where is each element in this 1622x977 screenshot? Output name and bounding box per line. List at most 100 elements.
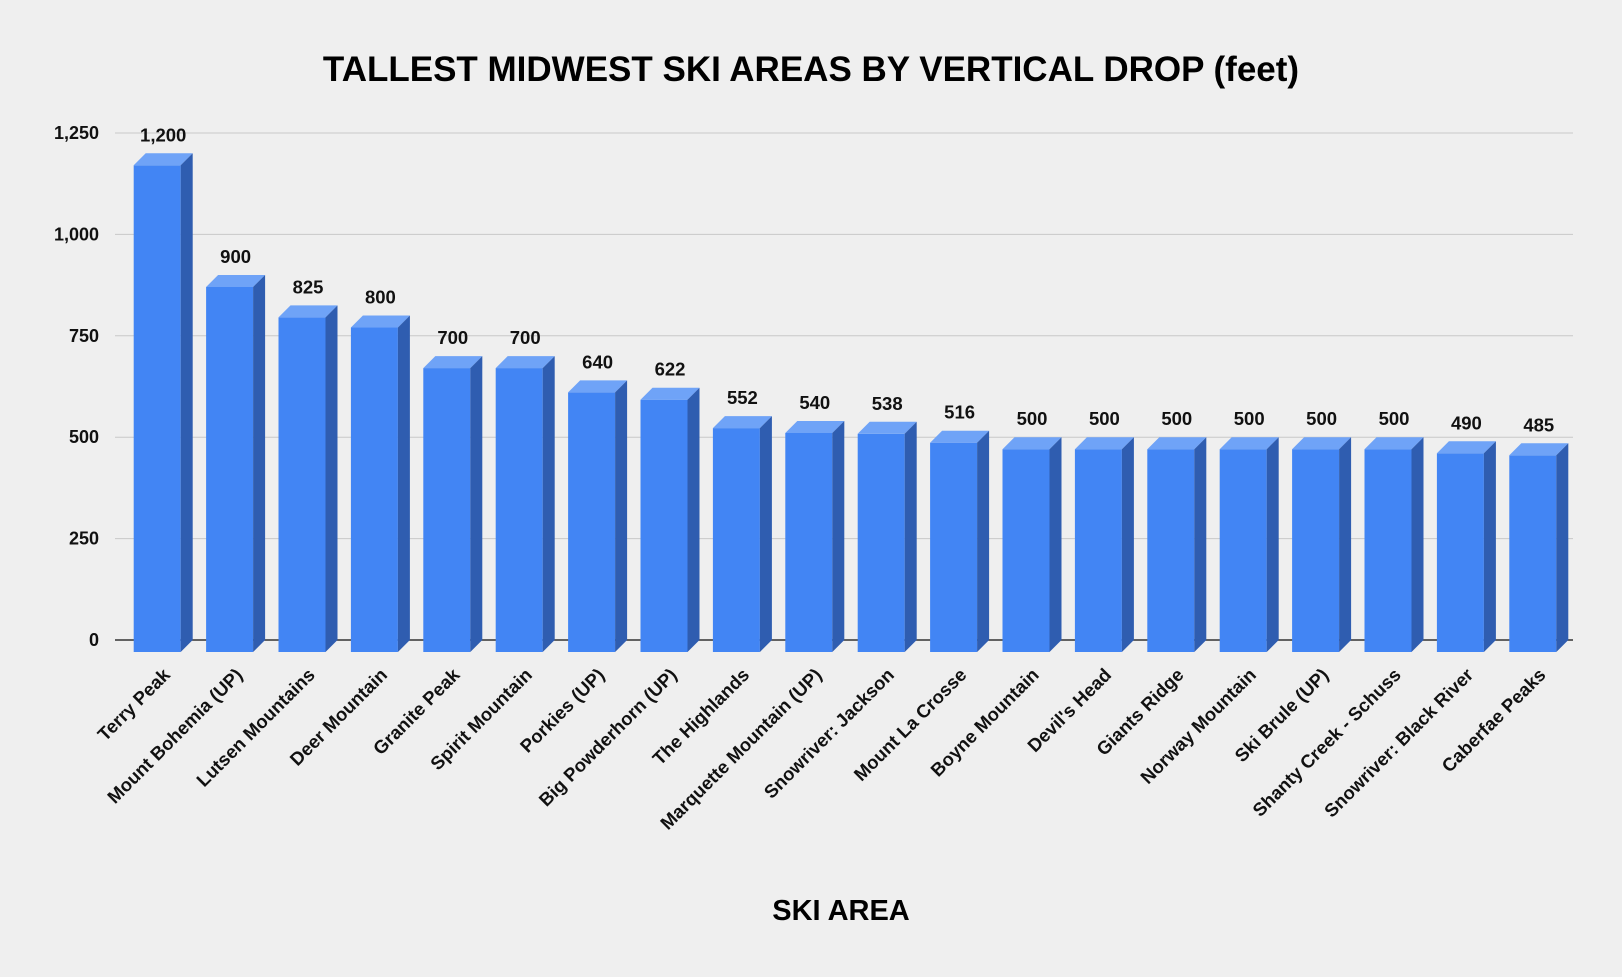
data-label: 900: [220, 246, 251, 267]
bar-side: [1556, 443, 1569, 652]
bar-top: [1074, 437, 1134, 450]
data-label: 622: [655, 359, 686, 380]
x-tick-label: Shanty Creek - Schuss: [1248, 664, 1405, 821]
bar: [423, 356, 483, 652]
chart-title: TALLEST MIDWEST SKI AREAS BY VERTICAL DR…: [323, 50, 1299, 89]
bar-side: [687, 387, 700, 652]
bar-front: [857, 433, 905, 652]
bar-front: [423, 368, 471, 652]
data-label: 800: [365, 287, 396, 308]
bar: [857, 421, 917, 652]
bar-front: [1436, 453, 1484, 652]
bar-side: [542, 356, 555, 652]
data-label: 500: [1089, 408, 1120, 429]
bar-front: [278, 317, 326, 652]
bar-side: [1049, 437, 1062, 652]
bar-top: [495, 356, 555, 369]
bar-side: [904, 421, 917, 652]
bar-front: [206, 286, 254, 652]
bar-top: [1509, 443, 1569, 456]
y-tick-label: 0: [89, 630, 99, 650]
bar-side: [397, 315, 410, 652]
bar-front: [1074, 449, 1122, 652]
bar: [350, 315, 410, 652]
bar-top: [640, 387, 700, 400]
bar: [1219, 437, 1279, 652]
bar-front: [1002, 449, 1050, 652]
bar: [1364, 437, 1424, 652]
bar-front: [495, 368, 543, 652]
bar-top: [1147, 437, 1207, 450]
bar-top: [423, 356, 483, 369]
bar-top: [712, 416, 772, 429]
y-tick-label: 500: [69, 427, 99, 447]
data-label: 1,200: [140, 124, 186, 145]
bar-front: [930, 442, 978, 652]
y-tick-label: 1,000: [54, 224, 99, 244]
bar-side: [180, 153, 193, 652]
data-label: 552: [727, 387, 758, 408]
data-label: 700: [510, 327, 541, 348]
bar-top: [930, 430, 990, 443]
data-label: 538: [872, 393, 903, 414]
data-label: 825: [293, 276, 324, 297]
bar: [640, 387, 700, 652]
bar: [785, 420, 845, 652]
data-label: 516: [944, 402, 975, 423]
bar-side: [325, 305, 338, 652]
bar-top: [1436, 441, 1496, 454]
bar-top: [857, 421, 917, 434]
bar-side: [615, 380, 628, 652]
bar-front: [568, 392, 616, 652]
bar-top: [206, 274, 266, 287]
bar: [1292, 437, 1352, 652]
x-tick-label: Mount Bohemia (UP): [103, 664, 246, 807]
bars: [133, 153, 1569, 652]
bar: [1074, 437, 1134, 652]
bar-front: [350, 327, 398, 652]
y-tick-label: 750: [69, 326, 99, 346]
bar-top: [568, 380, 628, 393]
data-label: 500: [1161, 408, 1192, 429]
data-label: 485: [1523, 414, 1554, 435]
bar-side: [832, 420, 845, 652]
bar-top: [1364, 437, 1424, 450]
bar-front: [640, 399, 688, 652]
bar-side: [1266, 437, 1279, 652]
data-labels: 1,200 900 825 800 700 700 640 622 552 540 538 516 50…: [140, 124, 1554, 435]
bar: [712, 416, 772, 652]
bar-side: [1411, 437, 1424, 652]
bar-side: [1339, 437, 1352, 652]
bar: [930, 430, 990, 652]
x-tick-label: Snowriver: Jackson: [760, 664, 898, 802]
bar-top: [278, 305, 338, 318]
bar-front: [1219, 449, 1267, 652]
bar: [1002, 437, 1062, 652]
data-label: 500: [1234, 408, 1265, 429]
y-tick-label: 1,250: [54, 123, 99, 143]
bar-side: [1194, 437, 1207, 652]
data-label: 500: [1379, 408, 1410, 429]
x-tick-label: Lutsen Mountains: [192, 664, 319, 791]
bar-side: [1483, 441, 1496, 652]
bar: [278, 305, 338, 652]
y-tick-label: 250: [69, 529, 99, 549]
bar-top: [350, 315, 410, 328]
bar: [1509, 443, 1569, 652]
data-label: 500: [1017, 408, 1048, 429]
data-label: 540: [799, 392, 830, 413]
bar-side: [759, 416, 772, 652]
bar-front: [1147, 449, 1195, 652]
data-label: 490: [1451, 412, 1482, 433]
data-label: 640: [582, 351, 613, 372]
bar-side: [470, 356, 483, 652]
bar-top: [785, 420, 845, 433]
bar-front: [133, 165, 181, 652]
bar-side: [977, 430, 990, 652]
x-tick-label: Big Powderhorn (UP): [534, 664, 680, 810]
bar: [206, 274, 266, 652]
bar-top: [1002, 437, 1062, 450]
bar: [495, 356, 555, 652]
